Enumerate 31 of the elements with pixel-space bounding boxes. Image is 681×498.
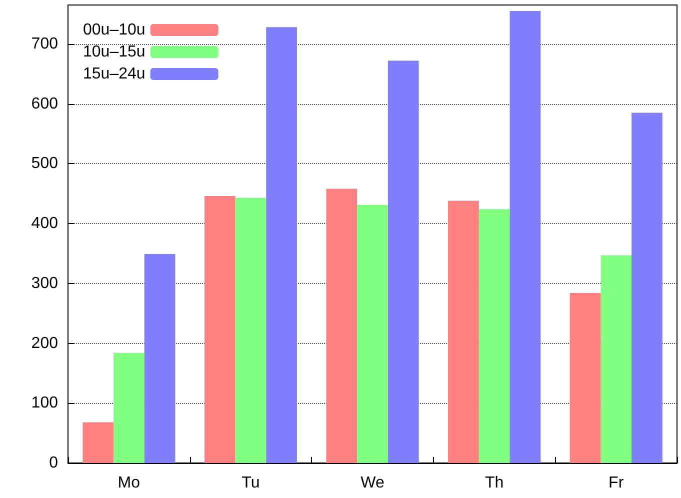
legend-label: 15u–24u [82, 66, 146, 82]
bar [448, 200, 479, 463]
y-tick-label: 0 [49, 454, 58, 472]
bar [600, 255, 632, 463]
bar [357, 204, 388, 463]
y-tick-label: 700 [31, 35, 58, 52]
bar [204, 196, 236, 463]
bar [144, 254, 176, 463]
legend-label: 00u–10u [82, 22, 146, 38]
bar [570, 292, 601, 463]
bar [632, 112, 662, 463]
x-tick-label: Fr [608, 474, 624, 492]
bar [235, 198, 266, 463]
legend-label: 10u–15u [82, 44, 146, 60]
y-tick-label: 500 [31, 155, 58, 172]
bar [82, 422, 114, 463]
x-tick-label: We [360, 474, 384, 492]
bar [510, 10, 541, 463]
y-tick-label: 600 [31, 95, 58, 112]
y-tick-label: 100 [31, 394, 58, 412]
x-tick-label: Mo [118, 474, 140, 492]
y-tick-label: 200 [31, 334, 58, 352]
bar [326, 188, 358, 463]
y-tick-label: 400 [31, 215, 58, 232]
bar [478, 209, 510, 463]
bar [266, 27, 297, 463]
x-tick-label: Th [484, 474, 504, 492]
x-tick-label: Tu [242, 474, 260, 492]
bar [113, 352, 144, 463]
bar [388, 60, 419, 463]
y-tick-label: 300 [31, 274, 58, 292]
